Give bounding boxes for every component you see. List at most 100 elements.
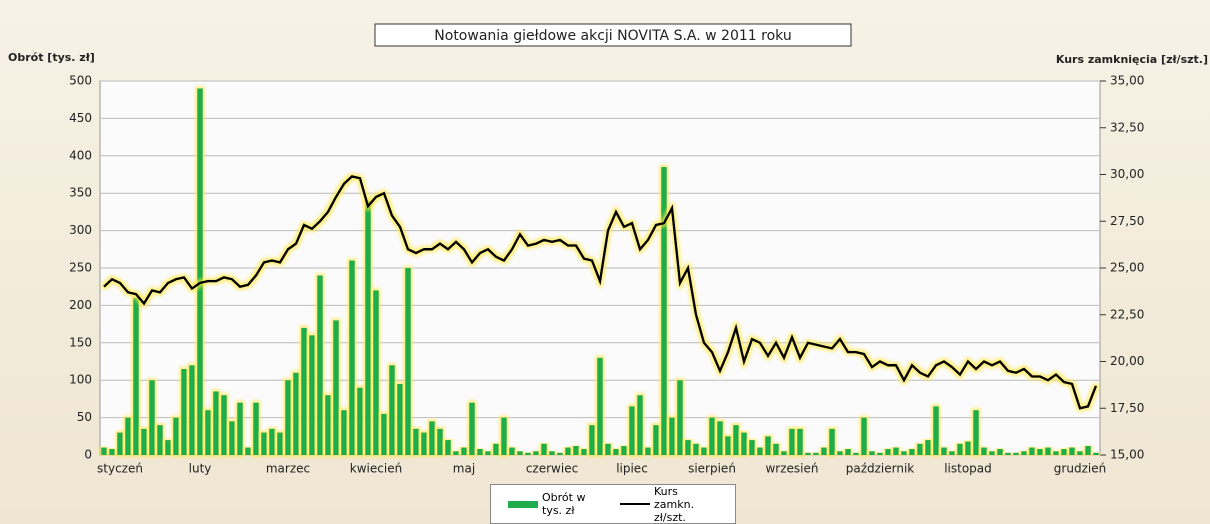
y-tick-label: 500 [69, 74, 92, 88]
bar [1045, 447, 1051, 455]
bar [181, 368, 187, 455]
bar [1013, 452, 1019, 455]
bar [253, 402, 259, 455]
bar [525, 452, 531, 455]
x-tick-label: styczeń [97, 462, 143, 476]
bar [861, 417, 867, 455]
y-tick-label: 400 [69, 148, 92, 162]
bar [557, 452, 563, 455]
bar [373, 290, 379, 455]
y2-tick-label: 30,00 [1110, 167, 1144, 181]
bar [765, 436, 771, 455]
bar [669, 417, 675, 455]
bar [677, 380, 683, 455]
legend: Obrót w tys. zł Kurs zamkn. zł/szt. [490, 484, 736, 524]
x-tick-label: maj [453, 462, 475, 476]
bar [1037, 449, 1043, 455]
bar [453, 451, 459, 455]
bar [661, 167, 667, 455]
bar [333, 320, 339, 455]
bar [925, 440, 931, 455]
bar [141, 428, 147, 455]
legend-label: Obrót w tys. zł [542, 491, 586, 517]
x-tick-label: marzec [266, 462, 310, 476]
bar [709, 417, 715, 455]
x-tick-label: kwiecień [350, 462, 402, 476]
bar [509, 447, 515, 455]
bar [653, 425, 659, 455]
bar [933, 406, 939, 455]
chart-title: Notowania giełdowe akcji NOVITA S.A. w 2… [434, 28, 791, 44]
bar [949, 451, 955, 455]
bar [245, 447, 251, 455]
y2-tick-label: 17,50 [1110, 401, 1144, 415]
bar [789, 428, 795, 455]
bar [1029, 447, 1035, 455]
bar [597, 357, 603, 455]
bar [413, 428, 419, 455]
bar [717, 421, 723, 455]
bar [981, 447, 987, 455]
bar [901, 451, 907, 455]
y2-tick-label: 32,50 [1110, 120, 1144, 134]
bar [165, 440, 171, 455]
bar [437, 428, 443, 455]
bar [317, 275, 323, 455]
bar [301, 327, 307, 455]
bar [125, 417, 131, 455]
bar [797, 428, 803, 455]
y-axis-title: Obrót [tys. zł] [8, 51, 95, 64]
bar [309, 335, 315, 455]
bar [1053, 451, 1059, 455]
bar [909, 449, 915, 455]
y-tick-label: 250 [69, 261, 92, 275]
bar [349, 260, 355, 455]
bar [197, 88, 203, 455]
bar [221, 395, 227, 455]
bar [157, 425, 163, 455]
bar [1061, 449, 1067, 455]
bar [749, 440, 755, 455]
bar [133, 297, 139, 455]
bar [109, 449, 115, 455]
bar [581, 449, 587, 455]
bar [445, 440, 451, 455]
legend-swatch [620, 503, 650, 505]
bar [757, 447, 763, 455]
bar [805, 452, 811, 455]
bar [917, 443, 923, 455]
bar [189, 365, 195, 455]
bar [773, 443, 779, 455]
y2-tick-label: 15,00 [1110, 448, 1144, 462]
legend-item: Kurs zamkn. zł/szt. [620, 485, 718, 524]
bar [941, 447, 947, 455]
x-tick-label: czerwiec [526, 462, 578, 476]
bar [261, 432, 267, 455]
bar [237, 402, 243, 455]
bar [989, 451, 995, 455]
bar [845, 449, 851, 455]
bar [869, 451, 875, 455]
bar [893, 447, 899, 455]
legend-swatch [508, 500, 538, 508]
bar [725, 436, 731, 455]
y-tick-label: 200 [69, 298, 92, 312]
price-line [103, 175, 1098, 410]
bar [277, 432, 283, 455]
bar [629, 406, 635, 455]
bar [493, 443, 499, 455]
bar [213, 391, 219, 455]
x-tick-label: październik [846, 462, 915, 476]
bar [1085, 446, 1091, 455]
bar [421, 432, 427, 455]
bar [101, 447, 107, 455]
title-box [374, 23, 852, 47]
bar [605, 443, 611, 455]
y-tick-label: 450 [69, 111, 92, 125]
bar [613, 449, 619, 455]
bar [693, 443, 699, 455]
bar [957, 443, 963, 455]
bar [997, 449, 1003, 455]
bar [477, 449, 483, 455]
